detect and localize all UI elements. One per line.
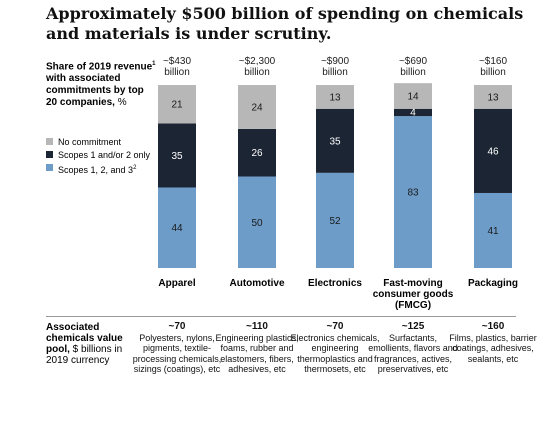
revenue-value: ~$160 (478, 56, 508, 67)
category-fmcg: Fast-moving consumer goods (FMCG) (372, 278, 454, 311)
revenue-value: ~$430 (162, 56, 192, 67)
pool-description: Surfactants, emollients, flavors and fra… (368, 332, 458, 375)
revenue-unit: billion (480, 67, 506, 78)
revenue-unit: billion (400, 67, 426, 78)
bar-segment-automotive-no-commitment (238, 85, 276, 129)
value-pool-label: Associated chemicals value pool, $ billi… (46, 322, 146, 366)
bar-segment-packaging-scopes-1-2 (474, 108, 512, 193)
chart-title: Approximately $500 billion of spending o… (46, 4, 524, 43)
footnote-marker-1: 1 (152, 61, 156, 67)
pool-amount: ~70 (168, 321, 186, 332)
revenue-unit: billion (164, 67, 190, 78)
data-label-electronics-scopes-1-2-3: 52 (329, 216, 341, 227)
bar-segment-apparel-scopes-1-2 (158, 123, 196, 188)
data-label-automotive-no-commitment: 24 (251, 102, 263, 113)
pool-fmcg: ~125 Surfactants, emollients, flavors an… (367, 321, 459, 375)
data-label-fmcg-scopes-1-2: 4 (410, 107, 416, 118)
data-label-automotive-scopes-1-2-3: 50 (251, 218, 263, 229)
revenue-fmcg: ~$690 billion (373, 56, 453, 78)
y-axis-label-unit: % (114, 97, 127, 109)
legend-label-no-commitment: No commitment (58, 137, 122, 147)
pool-amount: ~70 (326, 321, 344, 332)
y-axis-label-rest: with associated commitments by top 20 co… (46, 73, 144, 109)
data-label-packaging-scopes-1-2-3: 41 (487, 226, 499, 237)
data-label-automotive-scopes-1-2: 26 (251, 148, 263, 159)
pool-description: Electronics chemicals, engineering therm… (290, 332, 380, 375)
pool-description: Films, plastics, barrier coatings, adhes… (449, 332, 537, 364)
bar-segment-automotive-scopes-1-2 (238, 128, 276, 177)
footnote-marker-2: 2 (133, 165, 137, 171)
legend-label-scopes-1-2-3: Scopes 1, 2, and 32 (58, 163, 136, 175)
legend-label-scopes-1-2-3-text: Scopes 1, 2, and 3 (58, 165, 134, 175)
legend-item-scopes-1-2: Scopes 1 and/or 2 only (46, 150, 166, 163)
pool-electronics: ~70 Electronics chemicals, engineering t… (289, 321, 381, 375)
bar-segment-fmcg-no-commitment (394, 83, 432, 109)
legend-swatch-no-commitment (46, 138, 53, 145)
data-label-apparel-no-commitment: 21 (171, 100, 183, 111)
data-label-packaging-scopes-1-2: 46 (487, 146, 499, 157)
revenue-packaging: ~$160 billion (453, 56, 533, 78)
pool-packaging: ~160 Films, plastics, barrier coatings, … (447, 321, 539, 364)
revenue-automotive: ~$2,300 billion (217, 56, 297, 78)
category-electronics: Electronics (308, 278, 362, 289)
pool-amount: ~125 (401, 321, 425, 332)
bar-segment-automotive-scopes-1-2-3 (238, 176, 276, 268)
legend-label-scopes-1-2: Scopes 1 and/or 2 only (58, 150, 151, 160)
revenue-electronics: ~$900 billion (295, 56, 375, 78)
category-automotive: Automotive (229, 278, 285, 289)
data-label-electronics-scopes-1-2: 35 (329, 136, 341, 147)
y-axis-label-main: Share of 2019 revenue (46, 61, 153, 73)
value-pool-label-bold: Associated chemicals value pool, (46, 322, 123, 355)
bar-segment-electronics-no-commitment (316, 85, 354, 109)
legend: No commitment Scopes 1 and/or 2 only Sco… (46, 137, 166, 176)
data-label-electronics-no-commitment: 13 (329, 92, 341, 103)
revenue-value: ~$900 (320, 56, 350, 67)
bar-segment-fmcg-scopes-1-2 (394, 108, 432, 117)
legend-item-scopes-1-2-3: Scopes 1, 2, and 32 (46, 163, 166, 176)
pool-amount: ~160 (481, 321, 505, 332)
pool-automotive: ~110 Engineering plastics, foams, rubber… (211, 321, 303, 375)
bar-segment-electronics-scopes-1-2 (316, 108, 354, 173)
revenue-value: ~$2,300 (238, 56, 276, 67)
pool-amount: ~110 (246, 321, 268, 332)
pool-apparel: ~70 Polyesters, nylons, pigments, textil… (131, 321, 223, 375)
legend-swatch-scopes-1-2-3 (46, 164, 53, 171)
value-pool-label-rest: $ billions in 2019 currency (46, 344, 123, 366)
pool-description: Polyesters, nylons, pigments, textile-pr… (132, 332, 222, 375)
bar-segment-fmcg-scopes-1-2-3 (394, 116, 432, 268)
bar-segment-apparel-scopes-1-2-3 (158, 187, 196, 268)
pool-description: Engineering plastics, foams, rubber and … (215, 332, 299, 375)
data-label-fmcg-no-commitment: 14 (407, 91, 419, 102)
y-axis-label: Share of 2019 revenue1 with associated c… (46, 58, 156, 109)
data-label-apparel-scopes-1-2: 35 (171, 151, 183, 162)
revenue-apparel: ~$430 billion (137, 56, 217, 78)
revenue-unit: billion (244, 67, 270, 78)
bar-segment-electronics-scopes-1-2-3 (316, 172, 354, 268)
bar-segment-packaging-scopes-1-2-3 (474, 192, 512, 268)
data-label-packaging-no-commitment: 13 (487, 92, 499, 103)
category-apparel: Apparel (158, 278, 196, 289)
bar-segment-packaging-no-commitment (474, 85, 512, 109)
revenue-value: ~$690 (398, 56, 428, 67)
data-label-fmcg-scopes-1-2-3: 83 (407, 188, 419, 199)
revenue-unit: billion (322, 67, 348, 78)
legend-item-no-commitment: No commitment (46, 137, 166, 150)
legend-swatch-scopes-1-2 (46, 151, 53, 158)
data-label-apparel-scopes-1-2-3: 44 (171, 223, 183, 234)
divider-line (46, 316, 516, 317)
category-packaging: Packaging (467, 278, 519, 289)
bar-segment-apparel-no-commitment (158, 85, 196, 124)
